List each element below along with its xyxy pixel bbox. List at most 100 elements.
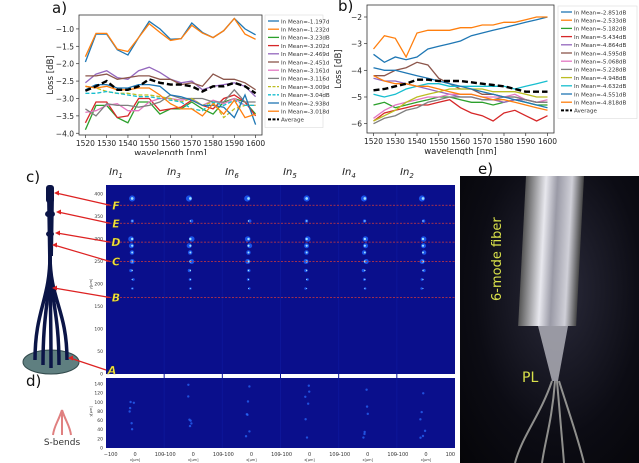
legend-entry: Average: [281, 118, 305, 124]
legend-entry: In Mean=-1.197dB: [281, 19, 330, 25]
legend-entry: In Mean=-3.161dB: [281, 69, 330, 75]
light-spot-core: [131, 220, 133, 222]
plot-frame: [366, 4, 555, 134]
light-spot-core: [364, 278, 366, 281]
light-spot-core: [363, 251, 366, 254]
y-axis-label: Loss [dB]: [334, 49, 344, 88]
y-tick-label-d: 80: [97, 409, 103, 415]
arrow-head: [56, 209, 61, 215]
light-spot-d: [246, 413, 249, 417]
x-axis-label: wavelength [nm]: [424, 147, 497, 155]
x-tick-label: 100: [213, 452, 223, 458]
light-spot: [304, 268, 308, 273]
x-tick-label: 1600: [246, 139, 265, 148]
x-tick-label: −100: [395, 452, 409, 458]
light-spot-d: [187, 383, 190, 386]
legend-entry: In Mean=-5.228dB: [574, 68, 626, 74]
fiber-taper: [538, 326, 568, 381]
x-axis-label: wavelength [nm]: [134, 149, 207, 155]
series-line-9: [373, 88, 548, 122]
chart-b: 1520 1530 1540 1550 1560 1570 1580 1590 1600 −6 −5…: [334, 4, 638, 155]
x-axis-label: x[µm]: [304, 458, 315, 462]
y-axis-label: y[µm]: [89, 278, 93, 289]
y-tick-label: −3.0: [56, 94, 74, 103]
light-spot-core: [189, 287, 191, 290]
light-spot-core: [305, 197, 308, 200]
series-line-10: [85, 90, 256, 112]
x-tick-label: 1560: [161, 139, 180, 148]
light-spot-d: [362, 436, 365, 439]
light-spot-core: [189, 244, 192, 247]
light-spot-core: [247, 260, 250, 263]
light-spot-core: [305, 269, 308, 272]
y-tick-label-d: 100: [94, 400, 103, 406]
light-spot-core: [130, 237, 134, 241]
x-tick-label: 0: [250, 452, 253, 458]
light-spot-d: [421, 434, 425, 438]
section-arrow-D: [56, 232, 111, 243]
arrow-head: [68, 355, 73, 361]
light-spot-core: [189, 278, 191, 281]
light-spot-core: [421, 237, 425, 241]
light-spot-core: [422, 251, 424, 254]
light-spot-d: [307, 384, 311, 387]
light-spot-core: [364, 287, 366, 290]
light-spot-d: [130, 427, 134, 431]
legend-entry: In Mean=-2.469dB: [281, 52, 330, 58]
legend-entry: In Mean=-5.068dB: [574, 60, 626, 66]
column-header-in1: In1: [109, 167, 123, 180]
x-tick-label: 0: [424, 452, 427, 458]
light-spot-d: [304, 395, 307, 399]
light-spot-core: [421, 197, 425, 200]
x-tick-label: 1540: [407, 137, 426, 146]
x-tick-label: 100: [329, 452, 339, 458]
section-label-C: C: [112, 256, 120, 269]
panel-label-e: e): [478, 160, 494, 178]
y-tick-label: 200: [94, 282, 103, 288]
light-spot-core: [247, 278, 250, 281]
x-axis-label: x[µm]: [188, 458, 199, 462]
y-tick-label: 50: [97, 349, 103, 355]
column-header-in4: In4: [342, 167, 356, 180]
arrow-head: [54, 190, 59, 196]
s-bends-drawing: [52, 409, 72, 436]
light-spot-core: [247, 251, 250, 254]
light-spot-d: [305, 436, 309, 439]
light-spot: [361, 268, 366, 273]
light-spot: [248, 219, 252, 223]
legend-entry: In Mean=-4.864dB: [574, 43, 626, 49]
x-axis-label: x[µm]: [246, 458, 257, 462]
x-tick-label: 1590: [225, 139, 244, 148]
legend-entry: In Mean=-2.938dB: [281, 101, 330, 107]
column-header-in3: In3: [167, 167, 181, 180]
light-spot-d: [419, 436, 422, 439]
section-arrow-A: [69, 357, 107, 371]
series-line-11: [373, 67, 548, 109]
light-spot-core: [305, 220, 308, 222]
light-spot-core: [247, 269, 250, 272]
light-spot-core: [363, 260, 366, 263]
legend-entry: In Mean=-2.851dB: [574, 10, 626, 16]
light-spot-core: [189, 197, 192, 200]
light-spot-d: [308, 390, 311, 393]
y-tick-label: 0: [100, 372, 103, 378]
x-tick-label: 0: [308, 452, 311, 458]
light-spot-core: [363, 197, 367, 200]
light-spot-core: [422, 220, 424, 222]
section-label-F: F: [112, 199, 120, 212]
light-spot-core: [131, 244, 134, 247]
y-tick-label: −4: [351, 66, 362, 75]
light-spot-d: [304, 418, 307, 421]
light-spot-core: [422, 287, 424, 290]
s-bends-label: S-bends: [43, 438, 81, 448]
light-spot: [247, 243, 253, 249]
y-tick-label: −1.0: [56, 25, 74, 34]
photo-drawing: [514, 176, 585, 463]
light-spot-core: [421, 260, 425, 263]
light-spot-d: [128, 410, 131, 413]
light-spot-d: [246, 400, 250, 403]
panel-label-c: c): [26, 168, 41, 186]
x-tick-label: −100: [278, 452, 292, 458]
legend-entry: In Mean=-4.551dB: [574, 92, 626, 98]
x-tick-label: 1520: [76, 139, 95, 148]
